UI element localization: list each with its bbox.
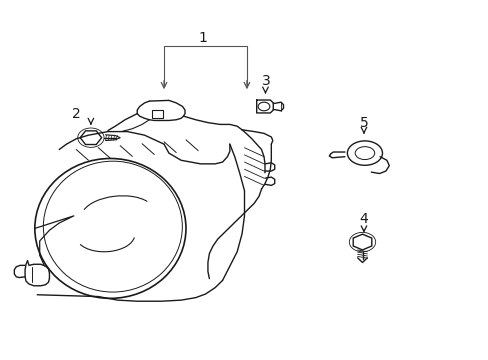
Bar: [152, 111, 162, 118]
Text: 2: 2: [72, 107, 81, 121]
Text: 3: 3: [262, 75, 270, 89]
Text: 4: 4: [359, 212, 367, 226]
Text: 1: 1: [198, 31, 207, 45]
Text: 5: 5: [359, 116, 367, 130]
